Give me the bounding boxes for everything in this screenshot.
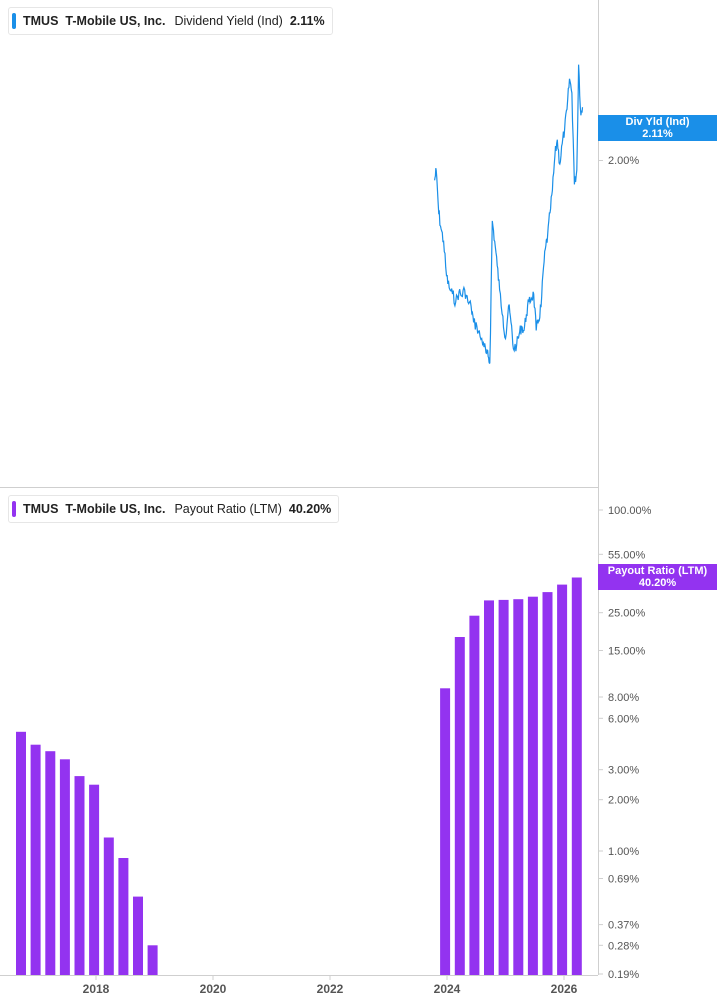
payout-legend-swatch	[12, 501, 16, 517]
yield-legend: TMUS T-Mobile US, Inc. Dividend Yield (I…	[8, 7, 333, 35]
payout-value-tag: Payout Ratio (LTM) 40.20%	[598, 564, 717, 590]
payout-legend: TMUS T-Mobile US, Inc. Payout Ratio (LTM…	[8, 495, 340, 523]
payout-bar	[527, 596, 538, 975]
payout-bar	[118, 858, 129, 975]
payout-bar	[454, 637, 465, 975]
payout-y-axis: 100.00% 55.00% 25.00% 15.00% 8.00% 6.00% 3.00%…	[598, 505, 652, 981]
payout-bar	[469, 615, 480, 975]
payout-bar	[542, 592, 553, 975]
payout-y-tick-label: 0.19%	[608, 969, 639, 981]
yield-metric: Dividend Yield (Ind)	[174, 14, 283, 28]
x-tick-label: 2020	[200, 982, 227, 996]
payout-bar	[440, 688, 451, 975]
payout-bar	[498, 599, 509, 975]
x-axis: 2018 2020 2022 2024 2026	[83, 975, 578, 996]
payout-y-tick-label: 1.00%	[608, 846, 639, 858]
payout-bar	[147, 945, 158, 975]
payout-bar	[89, 784, 100, 975]
payout-bar	[16, 731, 26, 975]
yield-ticker: TMUS	[23, 14, 59, 28]
payout-bar	[571, 577, 582, 975]
payout-bar	[133, 896, 143, 975]
payout-ticker: TMUS	[23, 502, 59, 516]
x-tick-label: 2018	[83, 982, 110, 996]
payout-y-tick-label: 25.00%	[608, 608, 646, 620]
payout-bar	[45, 751, 56, 975]
payout-y-tick-label: 100.00%	[608, 505, 652, 517]
x-tick-label: 2024	[434, 982, 461, 996]
payout-metric: Payout Ratio (LTM)	[174, 502, 282, 516]
payout-value: 40.20%	[288, 502, 332, 516]
yield-value: 2.11%	[289, 14, 325, 28]
yield-y-axis: 2.00%	[598, 155, 639, 167]
payout-y-tick-label: 55.00%	[608, 549, 646, 561]
x-tick-label: 2022	[317, 982, 344, 996]
payout-y-tick-label: 15.00%	[608, 646, 646, 658]
payout-bar	[513, 599, 524, 975]
payout-bar	[557, 584, 568, 975]
yield-tag-label: Div Yld (Ind)	[625, 116, 690, 128]
x-tick-label: 2026	[551, 982, 578, 996]
yield-legend-swatch	[12, 13, 16, 29]
yield-line	[434, 64, 584, 365]
payout-y-tick-label: 8.00%	[608, 692, 639, 704]
yield-tag-value: 2.11%	[642, 128, 673, 140]
payout-y-tick-label: 0.37%	[608, 920, 639, 932]
payout-bar	[103, 837, 114, 975]
payout-y-tick-label: 6.00%	[608, 713, 639, 725]
payout-bar	[30, 744, 41, 975]
payout-panel	[16, 577, 582, 975]
payout-y-tick-label: 0.28%	[608, 940, 639, 952]
payout-y-tick-label: 0.69%	[608, 874, 639, 886]
payout-company: T-Mobile US, Inc.	[65, 502, 166, 516]
payout-tag-label: Payout Ratio (LTM)	[607, 565, 708, 577]
payout-y-tick-label: 3.00%	[608, 765, 639, 777]
yield-panel	[434, 64, 584, 365]
payout-bar	[484, 600, 494, 975]
payout-bar	[59, 759, 70, 975]
payout-bar	[74, 776, 85, 975]
yield-y-tick-label: 2.00%	[608, 155, 639, 167]
yield-company: T-Mobile US, Inc.	[65, 14, 166, 28]
payout-tag-value: 40.20%	[638, 577, 677, 589]
yield-value-tag: Div Yld (Ind) 2.11%	[598, 115, 717, 141]
payout-y-tick-label: 2.00%	[608, 795, 639, 807]
